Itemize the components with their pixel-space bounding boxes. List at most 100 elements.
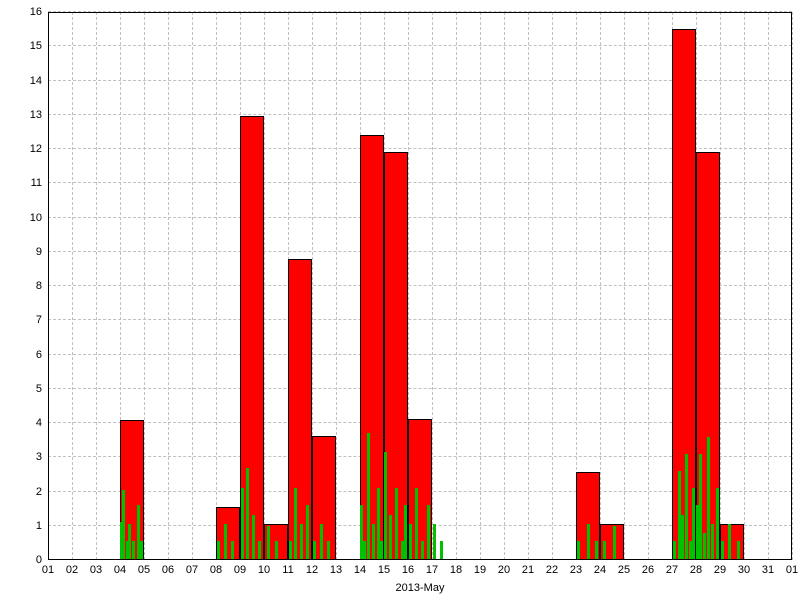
- x-tick-label: 08: [210, 564, 222, 576]
- x-tick-label: 22: [546, 564, 558, 576]
- grid-line-v: [720, 12, 721, 560]
- spike-green: [132, 541, 135, 560]
- x-tick-label: 29: [714, 564, 726, 576]
- spike-green: [313, 541, 316, 560]
- spike-green: [363, 541, 366, 560]
- spike-green: [707, 437, 710, 560]
- grid-line-v: [480, 12, 481, 560]
- y-tick-label: 0: [0, 554, 42, 566]
- x-tick-label: 30: [738, 564, 750, 576]
- y-tick-label: 14: [0, 75, 42, 87]
- spike-green: [577, 541, 580, 560]
- y-tick-label: 5: [0, 383, 42, 395]
- grid-line-v: [528, 12, 529, 560]
- x-tick-label: 11: [282, 564, 293, 576]
- x-tick-label: 14: [354, 564, 366, 576]
- spike-green: [246, 468, 249, 560]
- spike-green: [685, 454, 688, 560]
- x-tick-label: 17: [426, 564, 438, 576]
- y-tick-label: 7: [0, 314, 42, 326]
- spike-green: [294, 488, 297, 560]
- y-tick-label: 1: [0, 520, 42, 532]
- spike-green: [306, 505, 309, 560]
- spike-green: [224, 524, 227, 560]
- y-tick-label: 6: [0, 349, 42, 361]
- y-tick-label: 15: [0, 40, 42, 52]
- spike-green: [681, 515, 684, 560]
- spike-green: [380, 541, 383, 560]
- x-tick-label: 12: [306, 564, 318, 576]
- bar-red: [360, 135, 384, 560]
- grid-line-v: [648, 12, 649, 560]
- spike-green: [678, 471, 681, 560]
- x-tick-label: 18: [450, 564, 462, 576]
- spike-green: [673, 541, 676, 560]
- grid-line-v: [744, 12, 745, 560]
- x-tick-label: 20: [498, 564, 510, 576]
- y-tick-label: 8: [0, 280, 42, 292]
- spike-green: [703, 533, 706, 560]
- spike-green: [440, 541, 443, 560]
- y-tick-label: 12: [0, 143, 42, 155]
- x-tick-label: 31: [762, 564, 774, 576]
- grid-line-v: [216, 12, 217, 560]
- spike-green: [401, 541, 404, 560]
- grid-line-v: [456, 12, 457, 560]
- y-tick-label: 2: [0, 486, 42, 498]
- grid-line-v: [192, 12, 193, 560]
- x-tick-label: 03: [90, 564, 102, 576]
- x-tick-label: 16: [402, 564, 414, 576]
- spike-green: [427, 505, 430, 560]
- spike-green: [696, 505, 699, 560]
- spike-green: [692, 488, 695, 560]
- x-tick-label: 10: [258, 564, 270, 576]
- x-tick-label: 13: [330, 564, 342, 576]
- y-tick-label: 10: [0, 212, 42, 224]
- spike-green: [409, 524, 412, 560]
- spike-green: [377, 488, 380, 560]
- x-tick-label: 04: [114, 564, 126, 576]
- spike-green: [258, 541, 261, 560]
- x-tick-label: 01: [42, 564, 54, 576]
- x-tick-label: 06: [162, 564, 174, 576]
- grid-line-v: [72, 12, 73, 560]
- spike-green: [367, 433, 370, 560]
- grid-line-v: [168, 12, 169, 560]
- y-tick-label: 13: [0, 109, 42, 121]
- y-tick-label: 4: [0, 417, 42, 429]
- x-tick-label: 05: [138, 564, 150, 576]
- grid-line-v: [552, 12, 553, 560]
- grid-line-h: [48, 11, 792, 12]
- spike-green: [699, 454, 702, 560]
- spike-green: [395, 488, 398, 560]
- plot-area: [48, 12, 792, 560]
- grid-line-v: [624, 12, 625, 560]
- x-tick-label: 27: [666, 564, 678, 576]
- spike-green: [689, 541, 692, 560]
- spike-green: [300, 524, 303, 560]
- x-tick-label: 19: [474, 564, 486, 576]
- y-tick-label: 3: [0, 451, 42, 463]
- spike-green: [711, 524, 714, 560]
- spike-green: [137, 505, 140, 560]
- spike-green: [327, 541, 330, 560]
- spike-green: [140, 541, 143, 560]
- y-tick-label: 16: [0, 6, 42, 18]
- spike-green: [415, 488, 418, 560]
- spike-green: [217, 541, 220, 560]
- grid-line-v: [768, 12, 769, 560]
- x-tick-label: 02: [66, 564, 78, 576]
- x-tick-label: 26: [642, 564, 654, 576]
- grid-line-v: [336, 12, 337, 560]
- spike-green: [721, 541, 724, 560]
- grid-line-v: [48, 12, 49, 560]
- grid-line-v: [504, 12, 505, 560]
- x-tick-label: 01: [786, 564, 798, 576]
- grid-line-v: [264, 12, 265, 560]
- spike-green: [275, 541, 278, 560]
- spike-green: [433, 524, 436, 560]
- x-tick-label: 07: [186, 564, 198, 576]
- spike-green: [267, 526, 270, 560]
- spike-green: [716, 488, 719, 560]
- x-tick-label: 28: [690, 564, 702, 576]
